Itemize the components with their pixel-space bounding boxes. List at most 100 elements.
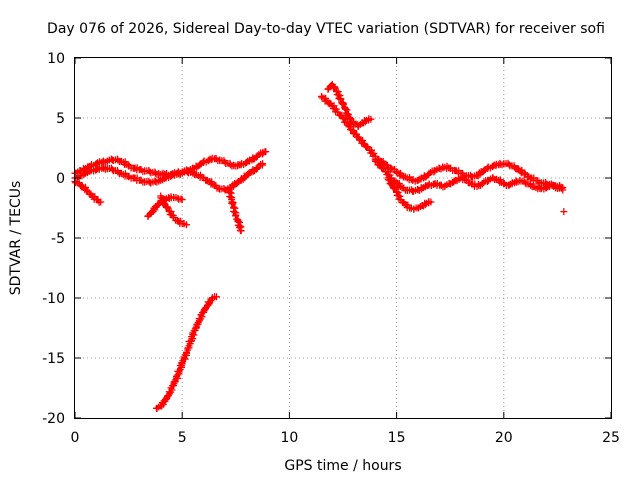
data-point <box>262 148 270 156</box>
data-point-cluster <box>88 166 100 175</box>
data-point-cluster <box>458 170 468 180</box>
data-point-cluster <box>512 177 522 186</box>
series-arc-2 <box>71 160 267 194</box>
data-point-cluster <box>170 193 180 202</box>
data-point-cluster <box>437 163 447 173</box>
data-point-cluster <box>208 293 219 302</box>
x-axis-label: GPS time / hours <box>284 458 401 474</box>
series-arc-3 <box>71 178 105 206</box>
data-point-cluster <box>324 99 335 108</box>
data-point-cluster <box>235 223 245 234</box>
data-point-cluster <box>528 174 538 184</box>
data-point <box>237 227 245 235</box>
data-point <box>398 172 406 180</box>
data-point-cluster <box>516 177 528 185</box>
data-point-cluster <box>485 174 497 184</box>
data-point-cluster <box>500 159 512 168</box>
data-point-cluster <box>77 182 86 190</box>
data-point-cluster <box>234 218 244 229</box>
data-point-cluster <box>443 162 453 172</box>
data-point <box>367 115 375 123</box>
data-point-cluster <box>425 180 437 189</box>
data-point-cluster <box>409 176 421 185</box>
data-point-cluster <box>397 196 408 207</box>
data-point-cluster <box>340 115 352 127</box>
data-point-cluster <box>384 176 395 188</box>
data-point-cluster <box>372 158 383 169</box>
data-point <box>182 221 190 229</box>
data-point-cluster <box>410 204 420 213</box>
data-point-cluster <box>115 157 125 165</box>
data-point-cluster <box>534 183 544 193</box>
data-point-cluster <box>141 177 153 186</box>
data-points <box>71 80 568 412</box>
data-point-cluster <box>88 160 100 170</box>
data-point-cluster <box>153 176 163 186</box>
data-point-cluster <box>212 155 222 165</box>
data-point <box>114 156 122 164</box>
data-point-cluster <box>399 173 409 181</box>
data-point-cluster <box>437 181 447 191</box>
data-point-cluster <box>462 176 474 187</box>
data-point-cluster <box>137 176 147 186</box>
y-ticks: -20 -15 -10 -5 0 5 10 <box>42 51 611 427</box>
data-point-cluster <box>403 186 416 194</box>
data-point-cluster <box>159 169 169 179</box>
series-arc-8 <box>318 92 567 192</box>
x-tick-label: 5 <box>178 430 187 446</box>
data-point-cluster <box>420 199 429 210</box>
data-point-cluster <box>554 184 566 192</box>
data-point-cluster <box>249 153 260 163</box>
data-point-cluster <box>99 157 109 166</box>
data-point-cluster <box>491 175 501 183</box>
data-point-cluster <box>453 174 463 185</box>
data-point-cluster <box>231 212 242 224</box>
x-tick-label: 10 <box>280 430 298 446</box>
data-point-cluster <box>81 183 91 194</box>
series-arc-9 <box>324 80 375 130</box>
data-point-cluster <box>121 170 131 180</box>
data-point-cluster <box>469 180 479 190</box>
data-point-cluster <box>453 167 463 177</box>
data-point-cluster <box>190 170 200 179</box>
y-tick-label: -5 <box>51 231 65 247</box>
data-point-cluster <box>200 174 211 184</box>
data-point-cluster <box>99 164 109 173</box>
data-point-cluster <box>377 157 388 168</box>
data-point-cluster <box>249 165 260 175</box>
data-point-cluster <box>355 136 367 148</box>
chart-title: Day 076 of 2026, Sidereal Day-to-day VTE… <box>47 21 605 37</box>
data-point-cluster <box>349 130 362 141</box>
data-point-cluster <box>93 196 103 206</box>
data-point-cluster <box>157 194 168 207</box>
series-arc-12 <box>560 208 568 216</box>
series-arc-10 <box>371 156 567 195</box>
data-point-cluster <box>459 173 469 184</box>
data-point-cluster <box>141 167 153 175</box>
data-point-cluster <box>78 169 88 180</box>
data-point-cluster <box>174 169 184 178</box>
y-tick-label: 5 <box>56 111 65 127</box>
x-ticks: 0 5 10 15 20 25 <box>71 58 620 446</box>
data-point-cluster <box>175 217 185 228</box>
data-point <box>527 181 535 189</box>
y-tick-label: -15 <box>42 351 65 367</box>
data-point-cluster <box>259 148 269 157</box>
data-point-cluster <box>115 169 125 177</box>
data-point-cluster <box>137 165 147 175</box>
y-tick-label: -20 <box>42 411 65 427</box>
data-point <box>189 169 197 177</box>
data-point-cluster <box>537 179 550 187</box>
y-tick-label: 10 <box>47 51 65 67</box>
data-point-cluster <box>72 179 83 187</box>
data-point <box>97 198 105 206</box>
data-point-cluster <box>350 120 361 128</box>
data-point-cluster <box>200 157 212 166</box>
data-point-cluster <box>131 164 141 174</box>
y-tick-label: 0 <box>56 171 65 187</box>
data-point-cluster <box>334 108 346 120</box>
data-point-cluster <box>402 201 412 212</box>
data-point-cluster <box>196 171 206 181</box>
data-point-cluster <box>238 159 250 168</box>
data-point-cluster <box>550 182 560 192</box>
